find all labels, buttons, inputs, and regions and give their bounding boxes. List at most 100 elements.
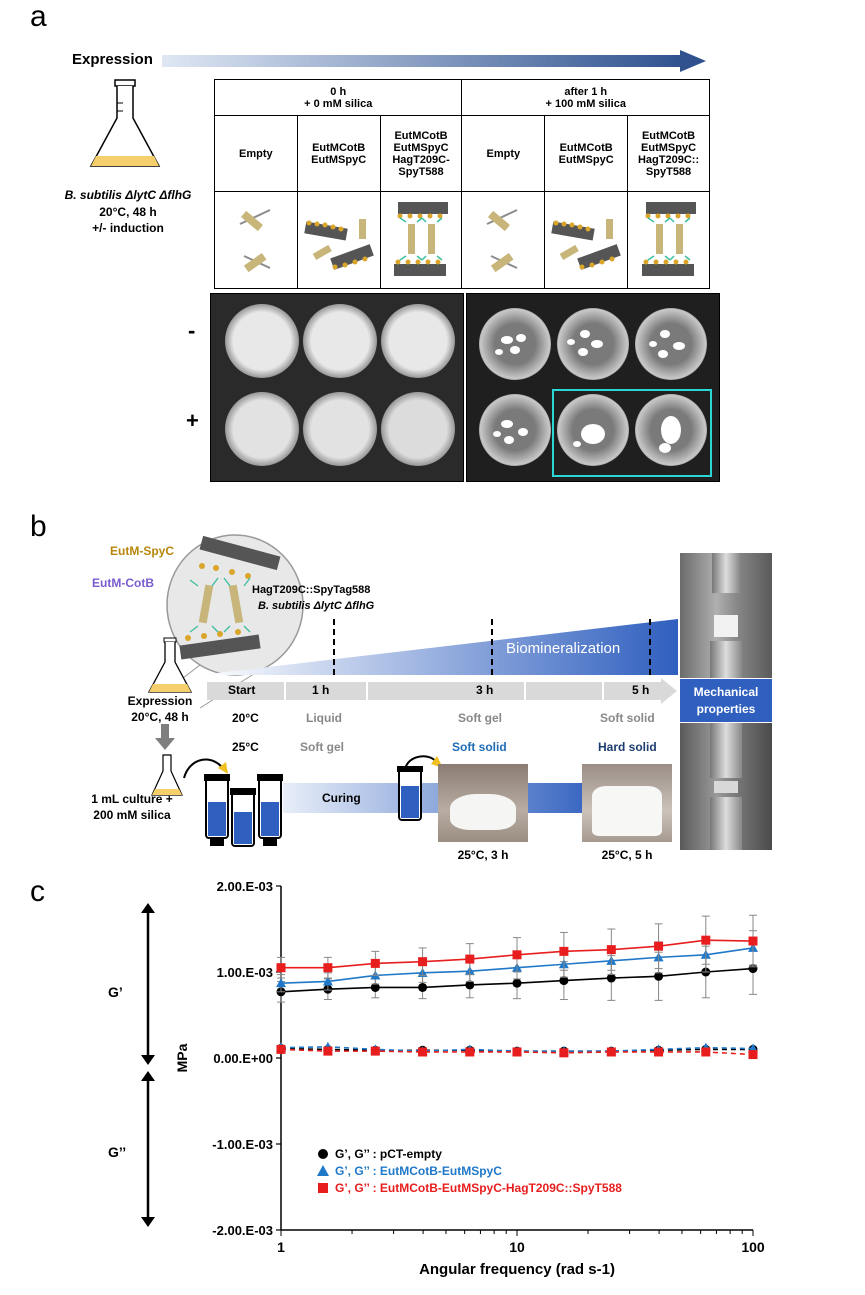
y-tick-label: -1.00.E-03 (212, 1137, 273, 1152)
biomineralization-label: Biomineralization (506, 640, 621, 657)
strain-label-b: B. subtilis ΔlytC ΔflhG (258, 600, 375, 612)
row20-temp: 20°C (232, 711, 259, 725)
hag-spytag-label: HagT209C::SpyTag588 (252, 584, 371, 596)
cartoon-empty-1 (214, 191, 298, 289)
data-point-g-prime (276, 963, 286, 973)
down-arrow-icon (155, 724, 175, 750)
group2-header: after 1 h + 100 mM silica (461, 79, 710, 116)
highlight-box (552, 389, 712, 477)
data-point-g-prime (748, 964, 758, 974)
cartoon-hag-1 (379, 191, 463, 289)
silica-clumps (493, 330, 685, 453)
data-point-g-prime (606, 973, 616, 983)
data-point-g-prime (701, 935, 711, 945)
well (479, 308, 551, 380)
col-header-hag-1: EutMCotB EutMSpyC HagT209C- SpyT588 (379, 115, 463, 192)
data-point-g-dprime (370, 1046, 380, 1056)
data-point-g-prime (418, 982, 428, 992)
mechanical-photo-top (680, 553, 772, 678)
group1-header-line2: + 0 mM silica (304, 97, 373, 110)
data-point-g-prime (465, 980, 475, 990)
well (225, 392, 299, 466)
cartoon-cotb-spyc-2 (544, 191, 629, 289)
zoom-diagram (166, 534, 304, 709)
tubes-icon (204, 774, 283, 847)
row-label-plus: + (186, 408, 199, 433)
row20-t5: Soft solid (600, 711, 655, 725)
panel-a-letter: a (30, 0, 47, 33)
photo-3h (438, 764, 528, 842)
group1-header: 0 h + 0 mM silica (213, 79, 463, 116)
row20-t3: Soft gel (458, 711, 502, 725)
well (303, 304, 377, 378)
well (381, 392, 455, 466)
y-tick-label: -2.00.E-03 (212, 1223, 273, 1238)
expression-arrow (162, 50, 706, 72)
data-point-g-prime (370, 982, 380, 992)
small-flask-icon (151, 754, 183, 796)
data-point-g-prime (654, 971, 664, 981)
row20-t1: Liquid (306, 711, 342, 725)
eutm-spyc-label: EutM-SpyC (110, 544, 174, 558)
data-point-g-prime (322, 976, 333, 986)
caption-5h: 25°C, 5 h (601, 848, 653, 862)
data-point-g-prime (512, 978, 522, 988)
row-label-minus: - (188, 318, 196, 343)
x-axis-label: Angular frequency (rad s-1) (419, 1261, 615, 1278)
legend-label: G’, G’’ : EutMCotB-EutMSpyC (335, 1164, 502, 1178)
curved-arrow-icon (183, 758, 228, 779)
data-point-g-dprime (559, 1048, 569, 1058)
col-header-empty-1: Empty (214, 115, 298, 192)
culture-line1: 1 mL culture + (91, 792, 173, 806)
x-tick-label: 100 (741, 1239, 765, 1255)
group1-header-line1: 0 h (330, 85, 347, 98)
expression-label-b: Expression (127, 694, 193, 708)
g-prime-label: G’ (108, 984, 123, 1000)
data-point-g-prime (654, 941, 664, 951)
condition-induction: +/- induction (92, 221, 164, 235)
group2-header-line1: after 1 h (564, 85, 608, 98)
group2-header-line2: + 100 mM silica (545, 97, 626, 110)
well (225, 304, 299, 378)
timeline-5h: 5 h (632, 683, 650, 697)
well (635, 308, 707, 380)
well (381, 304, 455, 378)
g-dprime-label: G’’ (108, 1144, 127, 1160)
flask-icon (89, 79, 161, 167)
x-tick-label: 10 (509, 1239, 525, 1255)
col-header-hag-2: EutMCotB EutMSpyC HagT209C:: SpyT588 (627, 115, 710, 192)
panel-c-letter: c (30, 875, 45, 908)
data-point-g-dprime (606, 1047, 616, 1057)
timeline-1h: 1 h (312, 683, 330, 697)
data-point-g-prime (418, 957, 428, 967)
legend-marker (318, 1149, 328, 1159)
timeline-start: Start (228, 683, 256, 697)
caption-3h: 25°C, 3 h (457, 848, 509, 862)
data-point-g-prime (370, 958, 380, 968)
mechanical-properties-box: Mechanical properties (680, 679, 772, 722)
col-header-cotb-spyc-2: EutMCotB EutMSpyC (544, 115, 629, 192)
x-tick-label: 1 (277, 1239, 285, 1255)
row25-t1: Soft gel (300, 740, 344, 754)
data-point-g-dprime (512, 1047, 522, 1057)
row25-temp: 25°C (232, 740, 259, 754)
expression-label: Expression (72, 51, 153, 68)
curing-label: Curing (322, 791, 361, 805)
mechanical-line1: Mechanical (693, 685, 759, 699)
timeline-3h: 3 h (476, 683, 494, 697)
data-point-g-dprime (654, 1047, 664, 1057)
well (479, 394, 551, 466)
data-point-g-prime (465, 954, 475, 964)
data-point-g-dprime (465, 1047, 475, 1057)
data-point-g-prime (276, 978, 286, 988)
cartoon-hag-2 (627, 191, 710, 289)
cartoon-empty-2 (461, 191, 546, 289)
data-point-g-dprime (418, 1047, 428, 1057)
mechanical-line2: properties (696, 702, 756, 716)
data-point-g-prime (323, 963, 333, 973)
plate-photo-no-silica (210, 293, 464, 482)
mechanical-photo-bottom (680, 723, 772, 850)
construct-table: 0 h + 0 mM silica after 1 h + 100 mM sil… (213, 79, 710, 289)
data-point-g-prime (559, 976, 569, 986)
data-point-g-prime (559, 946, 569, 956)
